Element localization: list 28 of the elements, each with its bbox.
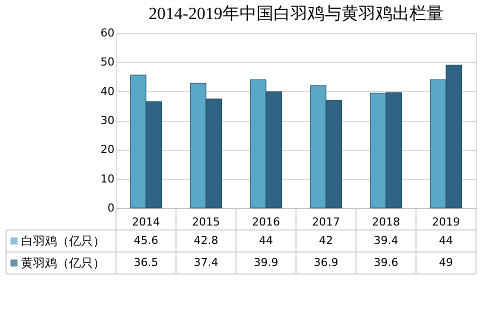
x-tick-label: 2016 [252, 216, 280, 228]
data-label: 36.9 [314, 256, 338, 269]
y-tick-label: 20 [100, 143, 114, 156]
data-label: 45.6 [134, 234, 158, 247]
data-label: 37.4 [194, 256, 218, 269]
y-tick-label: 40 [100, 84, 114, 98]
data-label: 39.6 [374, 256, 398, 269]
x-tick-label: 2015 [192, 216, 220, 228]
y-tick-label: 60 [100, 26, 114, 40]
legend-label: 黄羽鸡（亿只） [21, 256, 105, 270]
data-label: 36.5 [134, 256, 158, 269]
x-tick-label: 2019 [432, 216, 460, 228]
data-label: 44 [259, 234, 273, 247]
data-label: 49 [439, 256, 453, 269]
y-tick-label: 0 [108, 202, 114, 214]
data-label: 39.4 [374, 234, 398, 247]
data-label: 44 [439, 234, 453, 247]
y-tick-label: 50 [100, 56, 114, 69]
data-label: 42.8 [194, 234, 218, 247]
x-tick-label: 2018 [372, 216, 400, 228]
y-tick-label: 10 [100, 172, 114, 186]
chart-title: 2014-2019年中国白羽鸡与黄羽鸡出栏量 [148, 4, 444, 23]
x-tick-label: 2014 [132, 216, 160, 228]
data-label: 42 [319, 234, 333, 247]
data-label: 39.9 [254, 256, 278, 269]
x-tick-label: 2017 [312, 216, 340, 228]
legend-label: 白羽鸡（亿只） [21, 234, 105, 248]
y-tick-label: 30 [100, 114, 114, 127]
